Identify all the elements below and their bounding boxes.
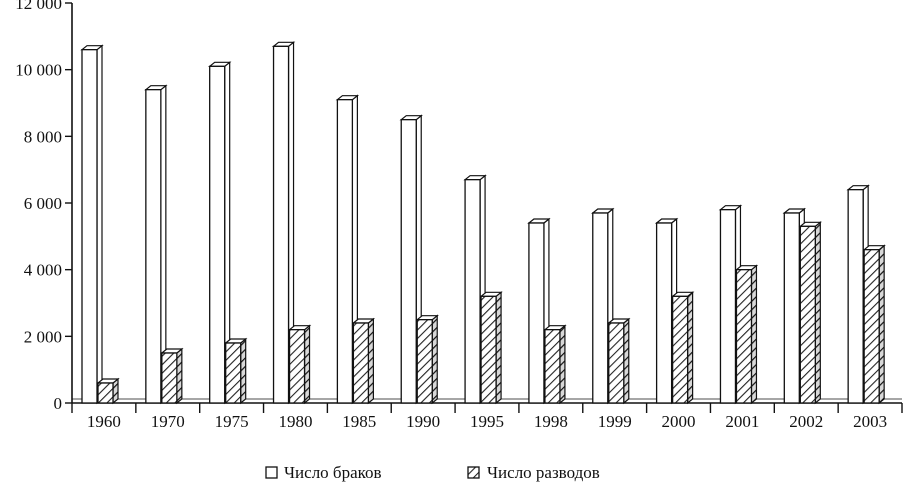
y-tick-label: 2 000 [24, 327, 62, 346]
y-tick-label: 6 000 [24, 194, 62, 213]
bar-divorces [416, 319, 433, 404]
x-tick-label: 1980 [278, 412, 312, 431]
x-tick-label: 1998 [534, 412, 568, 431]
bar-divorces [671, 295, 689, 404]
x-tick-label: 2002 [789, 412, 823, 431]
bar-marriages [81, 49, 98, 404]
legend-label-divorces: Число разводов [487, 463, 600, 482]
bar-divorces [544, 329, 561, 404]
legend-box-marriages [265, 466, 278, 479]
y-tick-label: 4 000 [24, 261, 62, 280]
bar-divorces-side [559, 324, 566, 405]
bar-divorces [863, 249, 880, 404]
bar-marriages [847, 189, 864, 404]
bar-marriages [400, 119, 417, 404]
y-tick-label: 8 000 [24, 127, 62, 146]
x-tick-label: 1995 [470, 412, 504, 431]
bar-marriages-side [96, 44, 103, 405]
bar-divorces [352, 322, 370, 404]
legend-label-marriages: Число браков [284, 463, 382, 482]
bar-divorces-side [878, 244, 885, 405]
bar-marriages [592, 212, 609, 404]
bar-divorces-side [176, 347, 183, 405]
x-tick-label: 1970 [151, 412, 185, 431]
legend-box-divorces [467, 466, 480, 479]
bar-divorces [735, 269, 753, 404]
bar-divorces-side [495, 291, 502, 405]
bar-divorces [288, 329, 306, 404]
bar-divorces-side [367, 317, 374, 405]
bar-marriages [528, 222, 545, 404]
x-tick-label: 1960 [87, 412, 121, 431]
bar-marriages [655, 222, 673, 404]
x-tick-label: 1999 [598, 412, 632, 431]
bar-marriages [209, 65, 226, 404]
bar-divorces-side [240, 337, 247, 405]
bar-marriages [272, 45, 290, 404]
bar-divorces [799, 225, 816, 404]
bar-divorces-side [814, 221, 821, 405]
x-tick-label: 1975 [215, 412, 249, 431]
bar-marriages [464, 179, 481, 404]
bar-marriages [719, 209, 737, 404]
bar-marriages [336, 99, 354, 404]
bar-divorces [97, 382, 114, 404]
x-tick-label: 2001 [725, 412, 759, 431]
y-tick-label: 0 [54, 394, 63, 413]
x-tick-label: 2000 [662, 412, 696, 431]
bar-divorces [161, 352, 178, 404]
x-tick-label: 2003 [853, 412, 887, 431]
bar-divorces-side [687, 291, 694, 405]
x-tick-label: 1990 [406, 412, 440, 431]
bar-divorces-side [431, 314, 438, 405]
bar-divorces [225, 342, 242, 404]
x-tick-label: 1985 [342, 412, 376, 431]
plot-area: 0 2 000 4 000 6 000 8 000 10 000 12 000 1960 197… [15, 0, 903, 431]
bar-divorces-side [750, 264, 758, 405]
bar-divorces [608, 322, 625, 404]
bar-marriages [145, 89, 162, 404]
y-tick-label: 10 000 [15, 61, 62, 80]
bar-divorces [480, 295, 497, 404]
bar-divorces-side [623, 317, 630, 405]
bar-divorces-side [303, 324, 311, 405]
y-tick-label: 12 000 [15, 0, 62, 13]
legend: Число браков Число разводов [265, 463, 600, 482]
bar-marriages [783, 212, 800, 404]
